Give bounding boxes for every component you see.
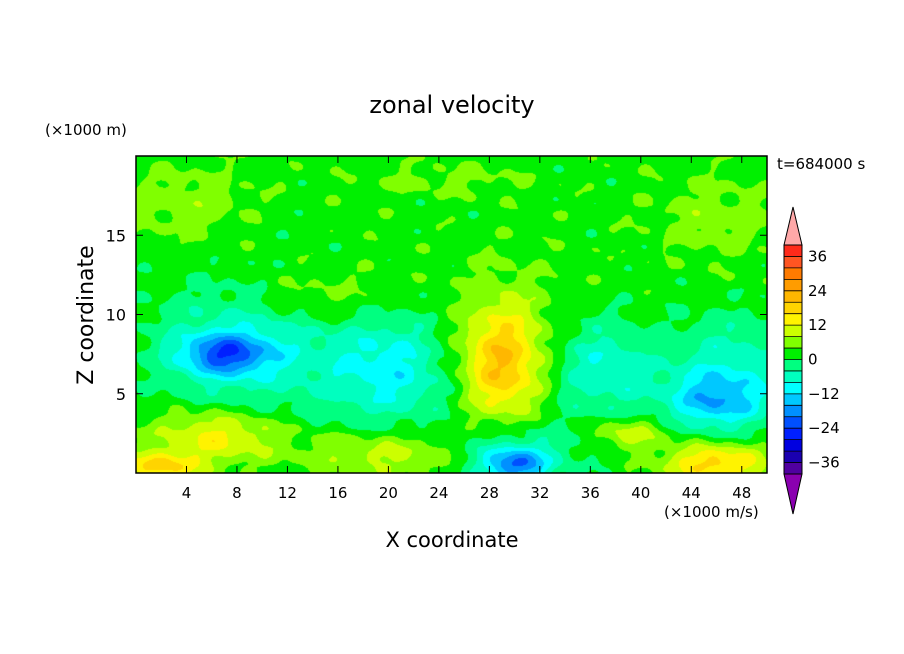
colorbar-frame — [783, 244, 803, 475]
x-tick-label: 16 — [328, 484, 347, 502]
colorbar-bin — [784, 428, 802, 440]
x-tick-label: 28 — [480, 484, 499, 502]
x-axis-unit: (×1000 m/s) — [664, 503, 759, 521]
y-axis-label: Z coordinate — [74, 245, 99, 384]
colorbar-tick-label: 36 — [808, 247, 827, 265]
x-tick-label: 32 — [530, 484, 549, 502]
x-tick-label: 20 — [379, 484, 398, 502]
colorbar-bin — [784, 416, 802, 429]
colorbar-bin — [784, 451, 802, 463]
colorbar-tick-label: 12 — [808, 316, 827, 334]
colorbar-tick-label: −12 — [808, 385, 840, 403]
colorbar-bin — [784, 462, 802, 474]
y-ticks: 5 10 15 — [106, 226, 767, 404]
heatmap-field — [136, 156, 767, 473]
colorbar-bin — [784, 245, 802, 257]
colorbar-bin — [784, 267, 802, 280]
x-axis-label: X coordinate — [385, 528, 518, 552]
colorbar-bin — [784, 336, 802, 349]
colorbar-over-triangle — [783, 206, 803, 246]
colorbar-bin — [784, 348, 802, 360]
colorbar-bin — [784, 256, 802, 268]
colorbar-bin — [784, 313, 802, 326]
y-tick-label: 15 — [106, 226, 126, 245]
x-tick-label: 8 — [232, 484, 242, 502]
x-tick-label: 12 — [278, 484, 297, 502]
colorbar-under-triangle — [783, 473, 803, 515]
time-label: t=684000 s — [777, 155, 865, 173]
colorbar-bin — [784, 359, 802, 371]
colorbar-bin — [784, 325, 802, 337]
colorbar-bin — [784, 279, 802, 291]
y-tick-label: 10 — [106, 306, 126, 325]
colorbar-bin — [784, 302, 802, 314]
chart-title: zonal velocity — [369, 91, 534, 119]
x-tick-label: 44 — [682, 484, 701, 502]
colorbar-bin — [784, 370, 802, 383]
y-axis-unit: (×1000 m) — [45, 121, 127, 139]
colorbar-bin — [784, 439, 802, 452]
x-tick-label: 4 — [182, 484, 192, 502]
colorbar-tick-label: −36 — [808, 454, 840, 472]
x-tick-label: 24 — [429, 484, 448, 502]
x-tick-label: 48 — [732, 484, 751, 502]
colorbar-bin — [784, 290, 802, 303]
colorbar-bin — [784, 393, 802, 406]
x-tick-label: 36 — [581, 484, 600, 502]
y-tick-label: 5 — [116, 385, 126, 404]
colorbar-bin — [784, 382, 802, 394]
x-ticks: 4 8 12 16 20 24 28 32 36 40 44 48 — [182, 156, 751, 502]
colorbar: 36 24 12 0 −12 −24 −36 — [783, 206, 840, 515]
colorbar-bin — [784, 405, 802, 417]
colorbar-tick-label: −24 — [808, 419, 840, 437]
colorbar-tick-label: 24 — [808, 282, 827, 300]
colorbar-tick-label: 0 — [808, 351, 818, 369]
x-tick-label: 40 — [631, 484, 650, 502]
